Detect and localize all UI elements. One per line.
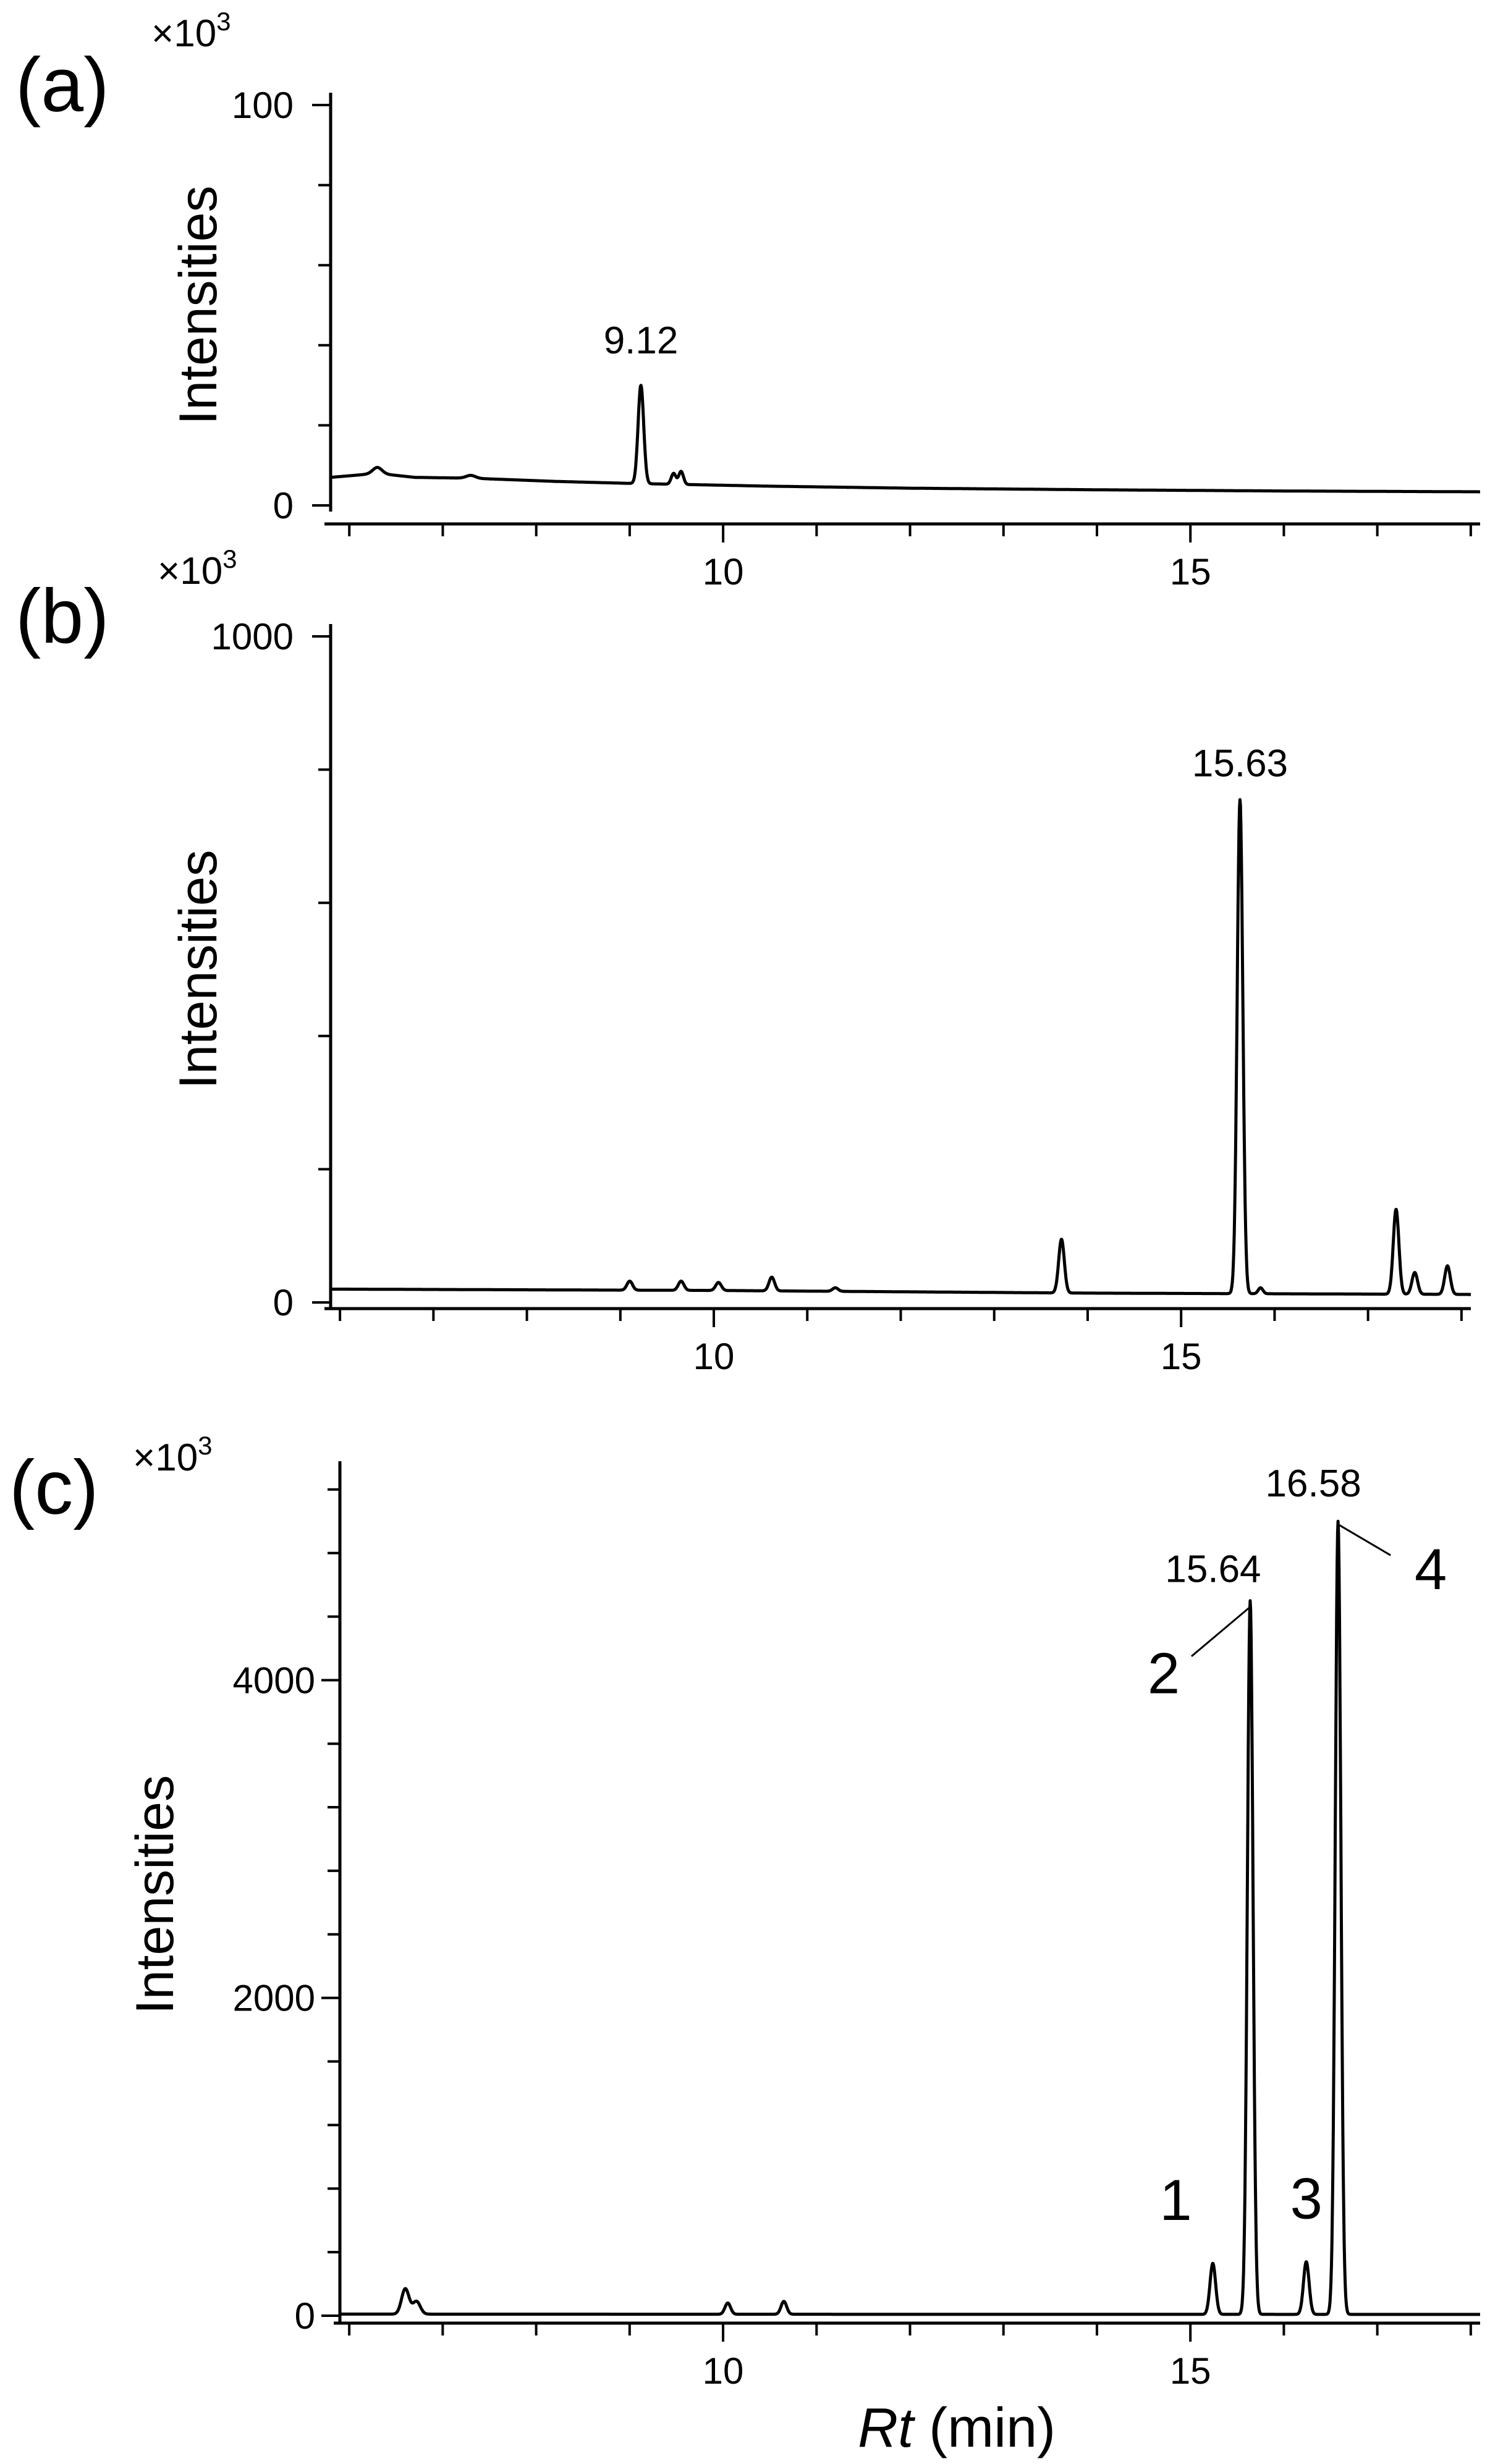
peak-rt-label: 15.64 bbox=[1165, 1548, 1261, 1591]
panel-label: (c) bbox=[9, 1445, 99, 1530]
x-axis-label-symbol: Rt bbox=[858, 2397, 916, 2459]
peak-rt-label: 9.12 bbox=[604, 319, 679, 362]
y-axis-label: Intensities bbox=[169, 185, 228, 424]
y-axis-label: Intensities bbox=[125, 1775, 185, 2014]
y-tick-label: 0 bbox=[273, 485, 294, 526]
panel-label: (a) bbox=[15, 43, 109, 128]
y-tick-label: 0 bbox=[295, 2295, 315, 2337]
chromatogram-trace bbox=[329, 384, 1481, 494]
x-axis-label: Rt (min) bbox=[858, 2397, 1056, 2459]
y-multiplier: ×103 bbox=[133, 1431, 213, 1479]
x-tick-label: 10 bbox=[703, 551, 744, 593]
peak-number-label: 2 bbox=[1148, 1641, 1180, 1706]
y-tick-label: 0 bbox=[273, 1282, 294, 1323]
x-tick-label: 15 bbox=[1170, 551, 1211, 593]
peak-rt-label: 15.63 bbox=[1192, 742, 1288, 785]
y-multiplier: ×103 bbox=[151, 7, 231, 55]
peak-number-label: 1 bbox=[1159, 2167, 1192, 2232]
x-tick-label: 10 bbox=[693, 1336, 735, 1377]
panel-b: (b) ×103 Intensities 0 1000 10 15 15.63 bbox=[15, 544, 1472, 1377]
y-multiplier-exponent: 3 bbox=[198, 1431, 212, 1460]
y-multiplier-base: ×10 bbox=[151, 12, 216, 55]
y-multiplier-exponent: 3 bbox=[222, 544, 237, 573]
panel-label: (b) bbox=[15, 574, 109, 659]
y-multiplier-exponent: 3 bbox=[216, 7, 231, 36]
x-tick-label: 15 bbox=[1170, 2350, 1211, 2392]
peak-number-label: 4 bbox=[1415, 1537, 1447, 1601]
chromatogram-trace bbox=[329, 798, 1472, 1296]
y-multiplier: ×103 bbox=[158, 544, 237, 593]
x-tick-label: 15 bbox=[1161, 1336, 1202, 1377]
chromatogram-trace bbox=[339, 1519, 1481, 2316]
peak-number-label: 3 bbox=[1290, 2166, 1323, 2231]
peak-leader-line bbox=[1191, 1606, 1251, 1657]
x-axis-label-unit: (min) bbox=[913, 2397, 1056, 2459]
y-multiplier-base: ×10 bbox=[133, 1437, 198, 1479]
y-axis-label: Intensities bbox=[169, 850, 228, 1089]
y-tick-label: 2000 bbox=[233, 1978, 315, 2019]
peak-rt-label: 16.58 bbox=[1266, 1462, 1361, 1505]
peak-leader-line bbox=[1337, 1523, 1391, 1556]
x-tick-label: 10 bbox=[703, 2350, 744, 2392]
y-multiplier-base: ×10 bbox=[158, 550, 222, 593]
y-tick-label: 1000 bbox=[211, 616, 294, 657]
y-tick-label: 100 bbox=[232, 85, 294, 126]
y-tick-label: 4000 bbox=[233, 1660, 315, 1701]
